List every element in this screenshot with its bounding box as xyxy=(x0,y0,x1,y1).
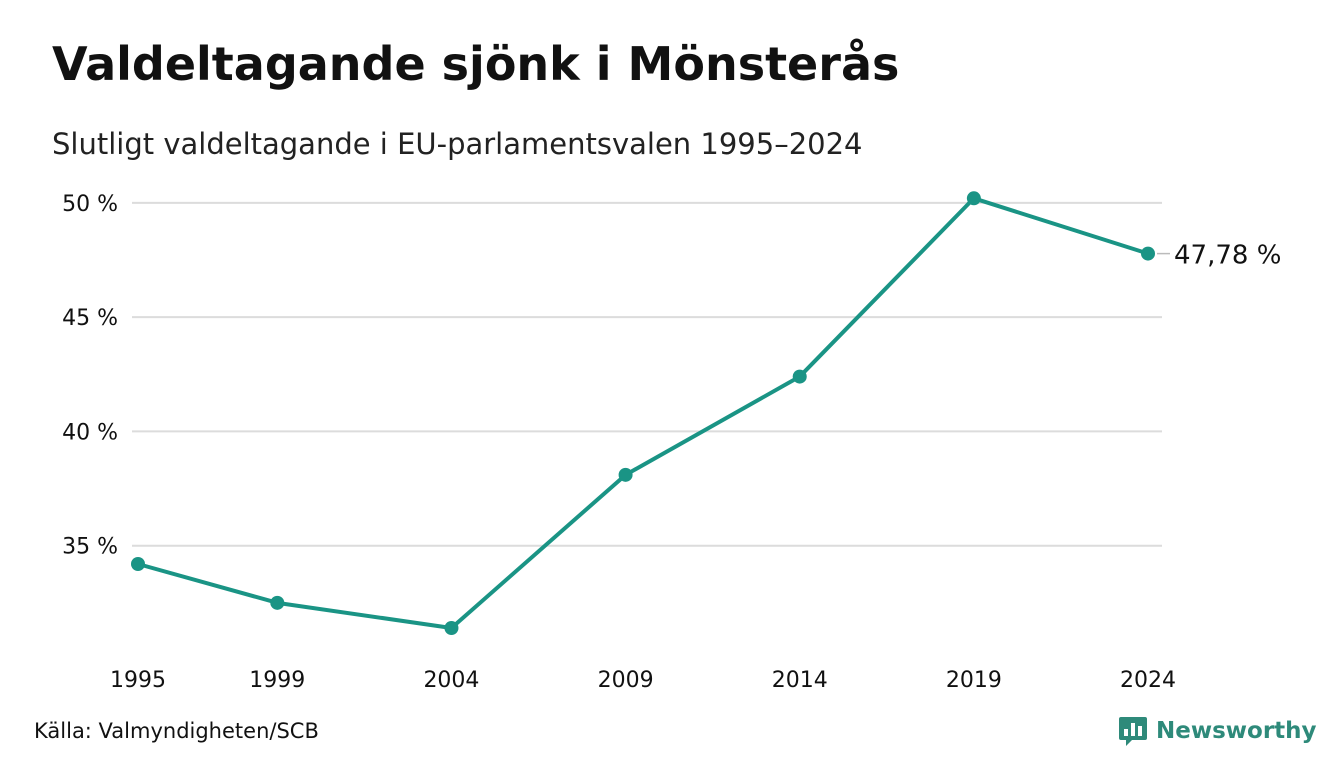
data-point xyxy=(792,369,807,384)
x-tick-label: 2019 xyxy=(946,668,1002,693)
source-note: Källa: Valmyndigheten/SCB xyxy=(34,719,319,743)
x-tick-label: 2014 xyxy=(772,668,828,693)
y-tick-label: 35 % xyxy=(62,535,118,560)
x-tick-label: 1999 xyxy=(249,668,305,693)
data-point xyxy=(270,595,285,610)
end-label-layer: 47,78 % xyxy=(1157,241,1281,271)
x-tick-label: 2009 xyxy=(598,668,654,693)
y-tick-label: 45 % xyxy=(62,306,118,331)
chart-title: Valdeltagande sjönk i Mönsterås xyxy=(52,37,900,91)
brand-name: Newsworthy xyxy=(1156,718,1317,744)
x-tick-label: 1995 xyxy=(110,668,166,693)
data-point xyxy=(618,467,633,482)
brand-logo: Newsworthy xyxy=(1118,714,1317,748)
end-value-label: 47,78 % xyxy=(1174,241,1281,271)
data-points xyxy=(131,191,1155,635)
data-point xyxy=(131,557,145,571)
x-tick-label: 2024 xyxy=(1120,668,1176,693)
x-axis-ticks: 1995 1999 2004 2009 2014 2019 2024 xyxy=(110,668,1176,693)
chart-subtitle: Slutligt valdeltagande i EU-parlamentsva… xyxy=(52,127,863,161)
gridlines xyxy=(132,201,1162,547)
x-tick-label: 2004 xyxy=(423,668,479,693)
newsworthy-logo-icon xyxy=(1119,717,1147,746)
data-point xyxy=(444,621,459,635)
series-line xyxy=(136,196,1150,630)
y-axis-ticks: 35 % 40 % 45 % 50 % xyxy=(62,192,118,560)
data-point xyxy=(966,191,981,206)
data-point xyxy=(1141,246,1155,261)
y-tick-label: 40 % xyxy=(62,420,118,445)
series-line-layer xyxy=(136,196,1150,630)
y-tick-label: 50 % xyxy=(62,192,118,217)
